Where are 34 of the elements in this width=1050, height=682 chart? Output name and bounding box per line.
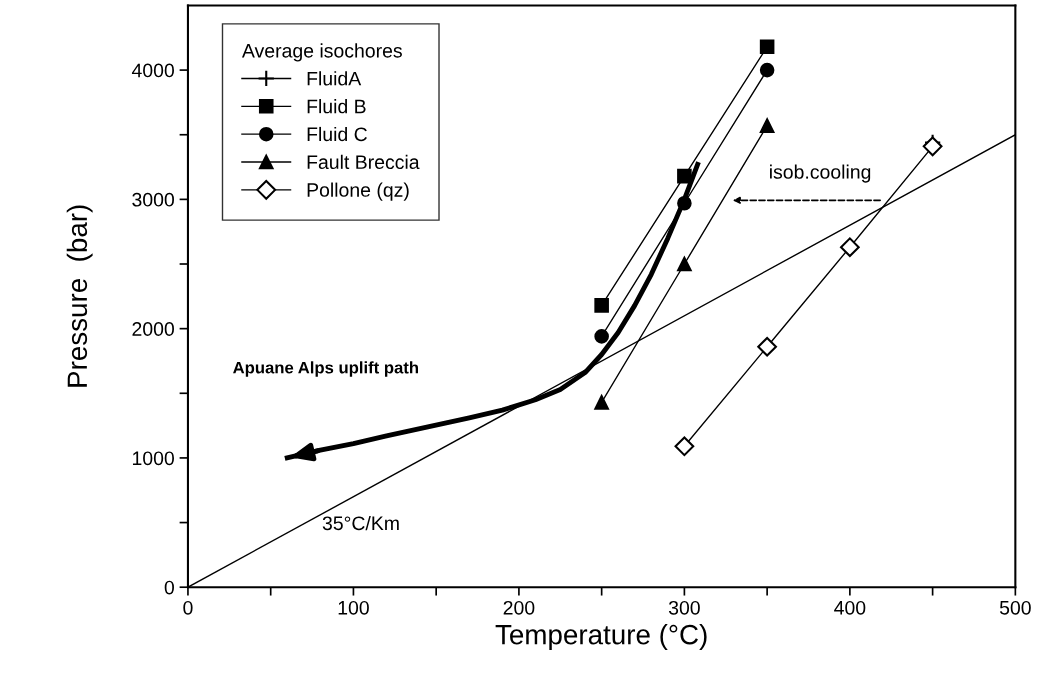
legend-label: Fault Breccia <box>307 154 420 170</box>
point <box>922 136 943 157</box>
legend-label: FluidA <box>307 71 362 86</box>
y-tick-label: 3000 <box>132 192 174 207</box>
point <box>674 436 695 457</box>
point <box>677 168 692 184</box>
legend-label: Fluid C <box>307 126 367 142</box>
x-tick-label: 400 <box>834 600 866 615</box>
x-tick-label: 200 <box>503 600 535 615</box>
annotation: Apuane Alps uplift path <box>233 361 418 377</box>
point <box>594 329 609 344</box>
annotation: isob.cooling <box>770 164 871 183</box>
x-tick-label: 100 <box>338 600 369 615</box>
legend-label: Fluid B <box>307 99 366 114</box>
y-axis-title: Pressure (bar) <box>66 205 93 387</box>
legend-title: Average isochores <box>241 43 402 62</box>
annotation: 35°C/Km <box>322 515 399 531</box>
point <box>677 256 692 272</box>
x-tick-label: 0 <box>183 600 193 615</box>
x-axis-title: Temperature (°C) <box>495 624 707 650</box>
point <box>839 237 860 258</box>
point <box>759 62 775 78</box>
legend-label: Pollone (qz) <box>307 182 409 201</box>
y-tick-label: 2000 <box>132 322 174 336</box>
y-tick-label: 1000 <box>132 451 174 466</box>
point <box>759 39 775 55</box>
point <box>759 118 775 133</box>
y-tick-label: 4000 <box>131 63 174 78</box>
x-tick-label: 300 <box>668 600 700 615</box>
point <box>757 336 778 357</box>
x-tick-label: 500 <box>999 600 1031 615</box>
point <box>594 395 609 410</box>
point <box>594 298 609 313</box>
y-tick-label: 0 <box>164 580 174 595</box>
